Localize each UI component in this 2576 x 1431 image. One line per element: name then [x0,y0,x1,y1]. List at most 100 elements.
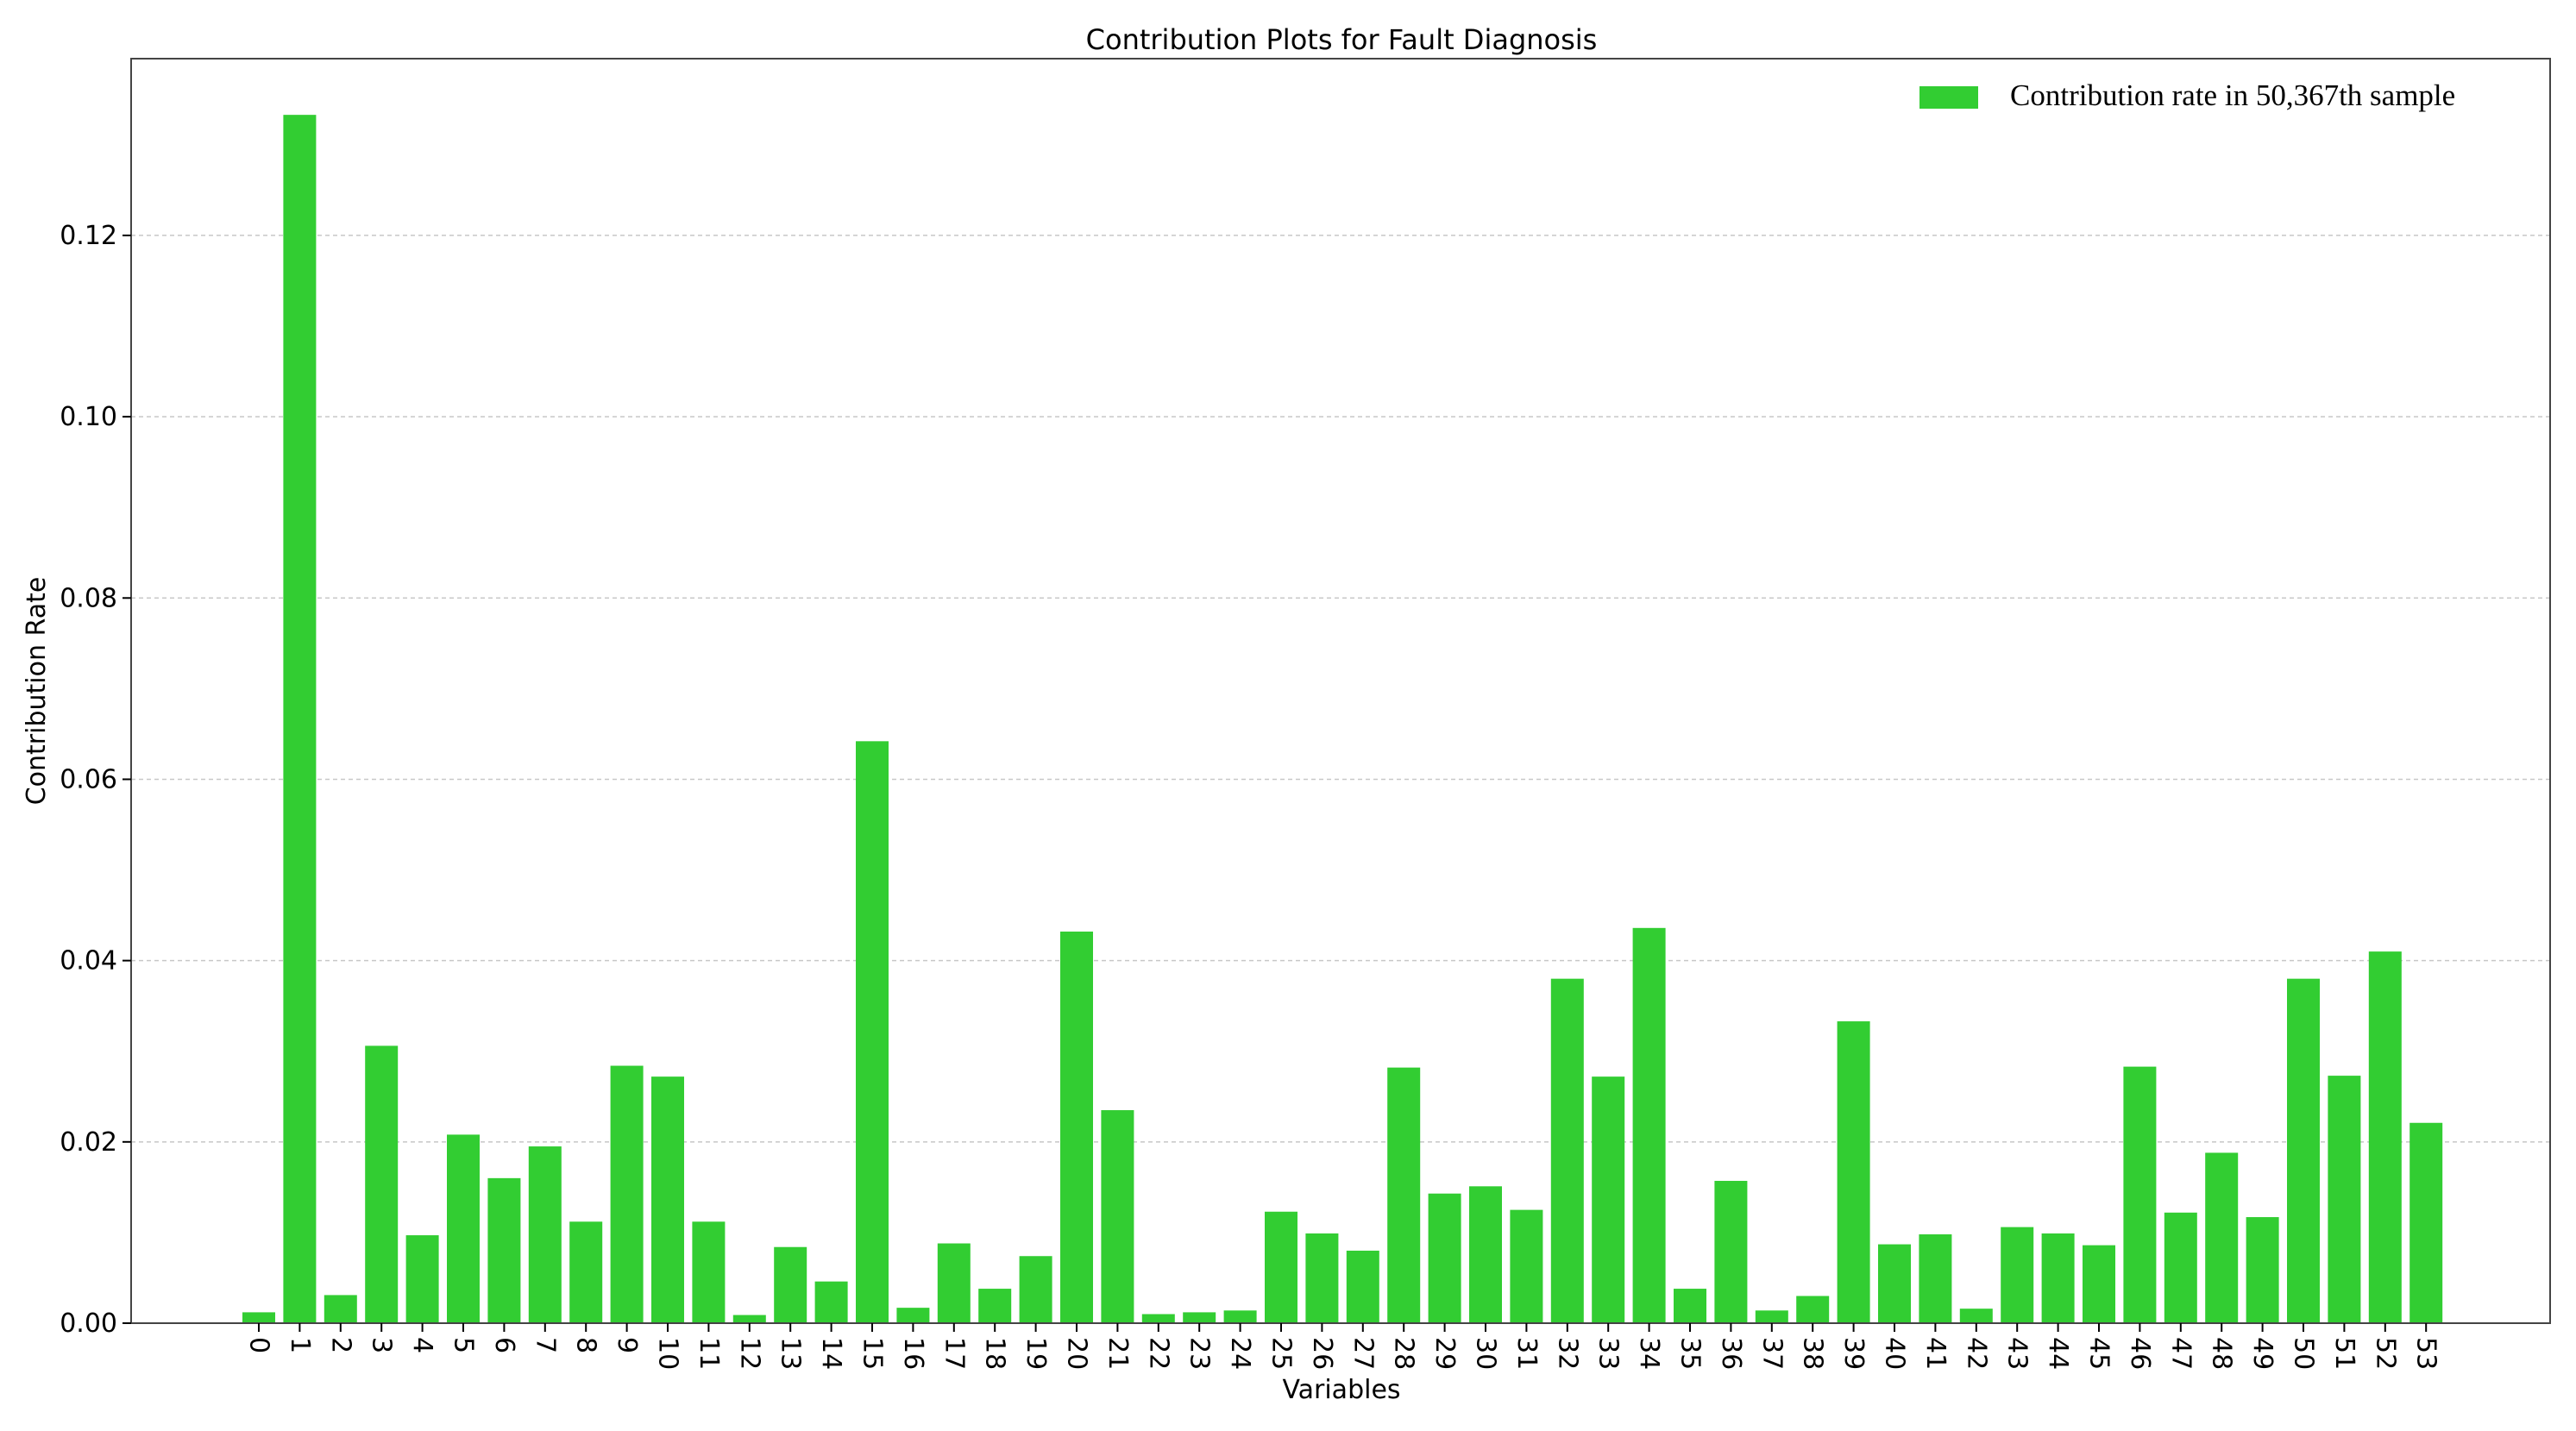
x-tick-label: 23 [1184,1337,1215,1370]
x-tick-label: 45 [2084,1337,2114,1370]
x-tick-label: 6 [489,1337,519,1353]
y-tick-label: 0.06 [60,764,117,794]
x-tick-label: 41 [1920,1337,1951,1370]
x-tick-label: 40 [1880,1337,1910,1370]
x-tick-label: 34 [1634,1337,1664,1370]
x-tick-label: 52 [2370,1337,2400,1370]
x-axis-ticks: 0 1 2 3 4 5 6 7 8 9 10 11 12 13 14 15 16 17 18 19 20 21 22 23 24… [244,1323,2441,1370]
x-tick-label: 27 [1348,1337,1378,1370]
x-tick-label: 53 [2411,1337,2441,1370]
x-tick-label: 22 [1143,1337,1173,1370]
x-tick-label: 4 [407,1337,437,1353]
bar-variable-14 [814,1281,848,1323]
bar-variable-17 [937,1243,971,1323]
bar-variable-4 [405,1235,439,1323]
bar-variable-36 [1714,1181,1748,1323]
bar-variable-16 [896,1308,930,1323]
bar-variable-41 [1919,1234,1952,1323]
bar-variable-53 [2410,1122,2443,1323]
x-tick-label: 24 [1225,1337,1255,1370]
bar-variable-2 [324,1295,357,1323]
x-tick-label: 35 [1675,1337,1706,1370]
x-axis-label: Variables [1282,1375,1400,1405]
x-tick-label: 15 [858,1337,888,1370]
x-tick-label: 13 [776,1337,806,1370]
x-tick-label: 38 [1798,1337,1828,1370]
x-tick-label: 17 [939,1337,969,1370]
x-tick-label: 9 [612,1337,642,1353]
bar-variable-52 [2368,951,2402,1323]
x-tick-label: 26 [1307,1337,1337,1370]
bar-variable-26 [1305,1233,1339,1323]
x-tick-label: 33 [1593,1337,1624,1370]
x-tick-label: 19 [1021,1337,1051,1370]
bar-variable-33 [1592,1076,1625,1323]
bar-variable-11 [692,1221,726,1323]
x-tick-label: 18 [980,1337,1010,1370]
bar-variable-42 [1959,1309,1993,1323]
x-tick-label: 30 [1471,1337,1501,1370]
y-axis-ticks: 0.00 0.02 0.04 0.06 0.08 0.10 0.12 [60,221,131,1339]
y-tick-label: 0.04 [60,946,117,976]
x-tick-label: 51 [2329,1337,2359,1370]
x-tick-label: 2 [325,1337,355,1353]
x-tick-label: 20 [1062,1337,1092,1370]
legend: Contribution rate in 50,367th sample [1919,78,2455,112]
x-tick-label: 7 [530,1337,560,1353]
x-tick-label: 49 [2247,1337,2278,1370]
x-tick-label: 28 [1389,1337,1419,1370]
bar-variable-32 [1550,978,1584,1323]
bar-variable-8 [569,1221,603,1323]
bar-variable-43 [2001,1227,2034,1323]
bar-variable-29 [1428,1193,1461,1323]
bar-variable-48 [2205,1152,2239,1323]
y-tick-label: 0.00 [60,1309,117,1339]
x-tick-label: 12 [734,1337,764,1370]
x-tick-label: 43 [2002,1337,2033,1370]
x-tick-label: 11 [694,1337,724,1370]
bar-variable-44 [2041,1233,2075,1323]
x-tick-label: 47 [2165,1337,2196,1370]
bar-variable-24 [1223,1310,1257,1323]
bar-variable-31 [1510,1209,1543,1323]
bar-variable-12 [732,1315,766,1323]
bar-variable-39 [1837,1021,1870,1323]
bar-series [242,115,2443,1324]
x-tick-label: 48 [2207,1337,2237,1370]
bar-variable-40 [1878,1244,1911,1323]
y-axis-label: Contribution Rate [22,577,52,806]
bar-variable-25 [1265,1211,1297,1323]
y-tick-label: 0.12 [60,221,117,251]
x-tick-label: 14 [816,1337,846,1370]
bar-variable-6 [487,1177,521,1323]
bar-variable-46 [2123,1066,2157,1323]
bar-variable-34 [1632,927,1666,1323]
bar-variable-49 [2246,1217,2279,1323]
bar-variable-5 [447,1134,480,1323]
x-tick-label: 44 [2043,1337,2073,1370]
bar-variable-37 [1755,1310,1788,1323]
x-tick-label: 39 [1838,1337,1869,1370]
bar-variable-28 [1387,1067,1421,1323]
bar-variable-0 [242,1312,275,1323]
bar-variable-7 [528,1146,562,1323]
x-tick-label: 37 [1756,1337,1787,1370]
bar-variable-51 [2328,1076,2361,1323]
bar-variable-18 [978,1289,1012,1323]
chart-title: Contribution Plots for Fault Diagnosis [1086,23,1598,56]
x-tick-label: 46 [2125,1337,2155,1370]
y-tick-label: 0.08 [60,583,117,613]
bar-variable-21 [1101,1110,1134,1323]
bar-variable-20 [1060,932,1093,1323]
bar-variable-50 [2287,978,2320,1323]
x-tick-label: 3 [367,1337,397,1353]
x-tick-label: 29 [1429,1337,1460,1370]
x-tick-label: 8 [571,1337,601,1353]
bar-variable-22 [1141,1314,1175,1323]
bar-variable-30 [1469,1186,1502,1323]
bar-variable-13 [774,1246,807,1323]
bar-variable-19 [1019,1256,1052,1323]
bar-variable-38 [1796,1296,1830,1323]
x-tick-label: 31 [1511,1337,1542,1370]
bar-variable-35 [1674,1289,1706,1323]
